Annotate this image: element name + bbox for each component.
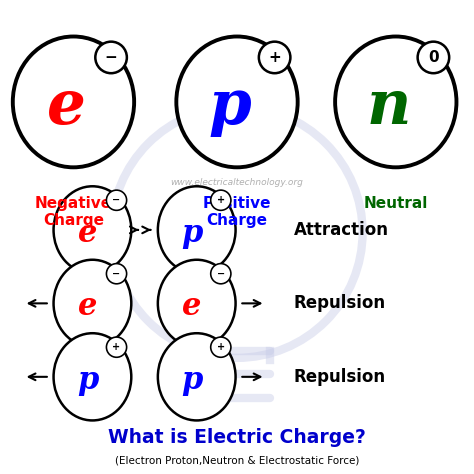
Circle shape bbox=[418, 42, 449, 73]
Ellipse shape bbox=[54, 260, 131, 347]
Text: Negative
Charge: Negative Charge bbox=[35, 196, 112, 228]
Circle shape bbox=[107, 264, 127, 284]
Text: +: + bbox=[217, 195, 225, 205]
Text: (Electron Proton,Neutron & Electrostatic Force): (Electron Proton,Neutron & Electrostatic… bbox=[115, 456, 359, 466]
Text: +: + bbox=[217, 342, 225, 352]
Circle shape bbox=[211, 190, 231, 210]
Text: 0: 0 bbox=[428, 50, 439, 65]
Text: +: + bbox=[268, 50, 281, 65]
Circle shape bbox=[211, 264, 231, 284]
Text: −: − bbox=[217, 269, 225, 279]
Text: What is Electric Charge?: What is Electric Charge? bbox=[108, 428, 366, 447]
Text: n: n bbox=[366, 77, 411, 137]
Ellipse shape bbox=[54, 333, 131, 420]
Text: −: − bbox=[105, 50, 118, 65]
Text: Repulsion: Repulsion bbox=[294, 368, 386, 386]
Text: p: p bbox=[182, 365, 203, 396]
Circle shape bbox=[259, 42, 291, 73]
Ellipse shape bbox=[54, 186, 131, 273]
Text: Neutral: Neutral bbox=[364, 196, 428, 211]
Text: +: + bbox=[112, 342, 120, 352]
Circle shape bbox=[95, 42, 127, 73]
Text: Repulsion: Repulsion bbox=[294, 294, 386, 312]
Circle shape bbox=[211, 337, 231, 357]
Text: e: e bbox=[182, 292, 202, 322]
Ellipse shape bbox=[158, 186, 236, 273]
Circle shape bbox=[107, 190, 127, 210]
Text: Attraction: Attraction bbox=[294, 221, 389, 239]
Text: e: e bbox=[78, 292, 98, 322]
Ellipse shape bbox=[158, 260, 236, 347]
Ellipse shape bbox=[176, 36, 298, 167]
Text: p: p bbox=[77, 365, 99, 396]
Ellipse shape bbox=[335, 36, 456, 167]
Text: www.electricaltechnology.org: www.electricaltechnology.org bbox=[171, 178, 303, 187]
Text: −: − bbox=[112, 269, 120, 279]
Text: e: e bbox=[78, 218, 98, 249]
Text: p: p bbox=[182, 218, 203, 249]
Ellipse shape bbox=[158, 333, 236, 420]
Text: e: e bbox=[47, 77, 86, 137]
Text: Positive
Charge: Positive Charge bbox=[203, 196, 271, 228]
Ellipse shape bbox=[13, 36, 134, 167]
Text: −: − bbox=[112, 195, 120, 205]
Circle shape bbox=[107, 337, 127, 357]
Text: p: p bbox=[209, 77, 251, 137]
